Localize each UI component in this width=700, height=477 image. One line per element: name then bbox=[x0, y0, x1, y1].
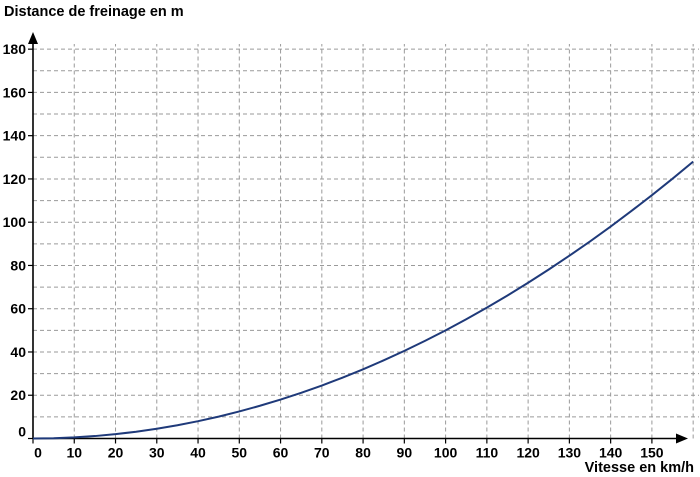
ticks: 0 10 20 30 40 50 60 70 80 90 100 110 120 130 140 150 0 20… bbox=[3, 41, 664, 460]
y-tick-label: 80 bbox=[10, 257, 26, 273]
y-tick-label: 100 bbox=[3, 214, 27, 230]
braking-distance-curve bbox=[33, 160, 694, 440]
y-tick-label: 160 bbox=[3, 84, 27, 100]
x-tick-label: 60 bbox=[273, 445, 289, 461]
y-tick-label: 180 bbox=[3, 41, 27, 57]
y-tick-label: 60 bbox=[10, 301, 26, 317]
x-tick-label: 120 bbox=[516, 445, 540, 461]
y-tick-label: 20 bbox=[10, 387, 26, 403]
axes bbox=[28, 32, 688, 444]
grid bbox=[33, 44, 699, 439]
x-tick-label: 30 bbox=[149, 445, 165, 461]
y-tick-label: 140 bbox=[3, 128, 27, 144]
series-layer bbox=[33, 160, 694, 440]
x-tick-label: 70 bbox=[314, 445, 330, 461]
x-tick-label: 40 bbox=[190, 445, 206, 461]
y-tick-label: 0 bbox=[18, 424, 26, 440]
x-tick-label: 150 bbox=[640, 445, 664, 461]
y-axis-title: Distance de freinage en m bbox=[4, 4, 184, 20]
x-tick-label: 110 bbox=[476, 445, 499, 461]
x-axis-arrow-icon bbox=[676, 433, 688, 444]
y-tick-label: 120 bbox=[3, 171, 27, 187]
x-tick-label: 100 bbox=[434, 445, 458, 461]
x-tick-label: 10 bbox=[66, 445, 82, 461]
x-tick-label: 20 bbox=[108, 445, 124, 461]
x-axis-title: Vitesse en km/h bbox=[585, 460, 694, 476]
y-axis-arrow-icon bbox=[28, 32, 38, 44]
x-tick-label: 80 bbox=[355, 445, 371, 461]
x-tick-label: 130 bbox=[558, 445, 582, 461]
x-tick-label: 50 bbox=[232, 445, 248, 461]
x-tick-label: 0 bbox=[34, 445, 42, 461]
x-tick-label: 90 bbox=[397, 445, 413, 461]
x-tick-label: 140 bbox=[599, 445, 623, 461]
y-tick-label: 40 bbox=[10, 344, 26, 360]
